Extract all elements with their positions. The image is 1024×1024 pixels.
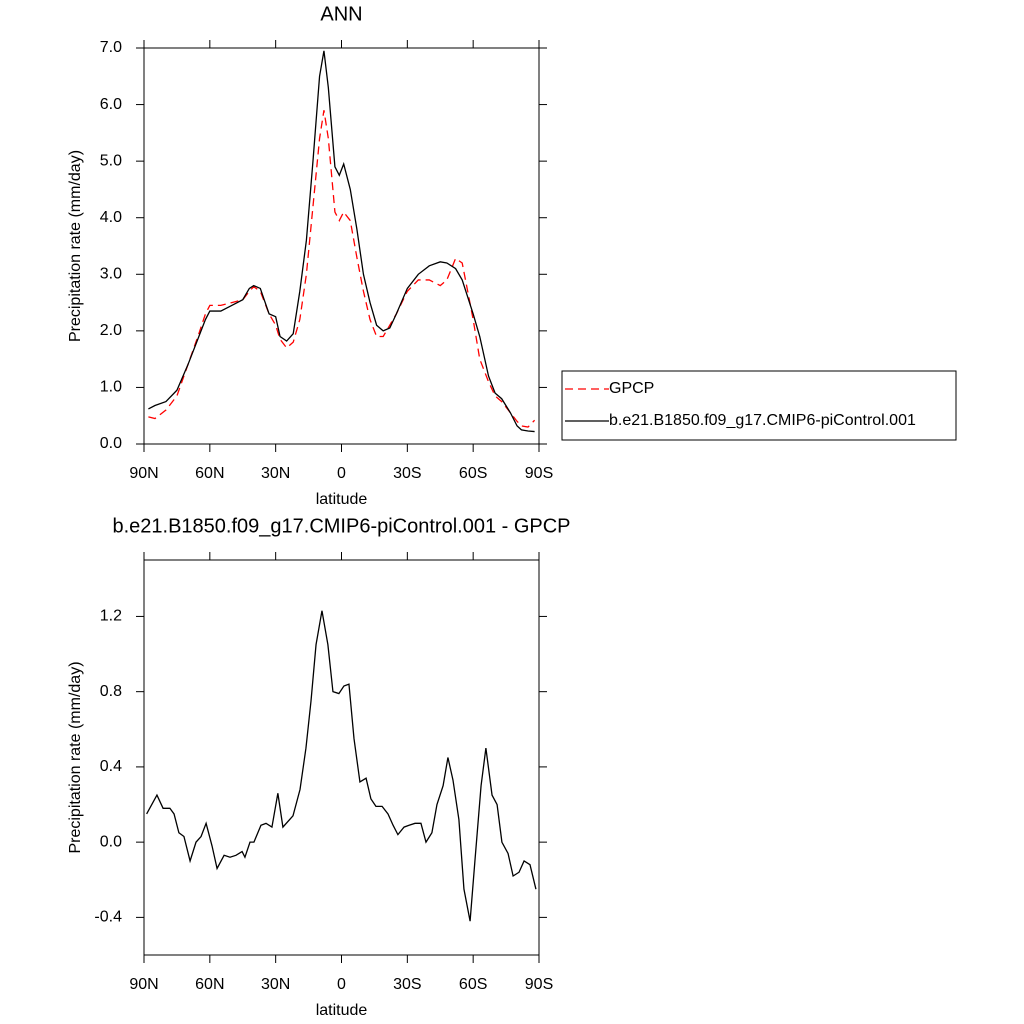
data-line <box>146 610 537 922</box>
x-tick-label: 60N <box>195 465 224 482</box>
y-tick-label: 2.0 <box>100 322 122 339</box>
x-tick-label: 60N <box>195 976 224 993</box>
x-tick-label: 30S <box>393 976 421 993</box>
data-line <box>148 50 535 433</box>
y-tick-label: 4.0 <box>100 209 122 226</box>
y-tick-label: 1.0 <box>100 379 122 396</box>
legend-label: b.e21.B1850.f09_g17.CMIP6-piControl.001 <box>609 412 916 429</box>
legend-box <box>561 370 957 441</box>
y-axis-label: Precipitation rate (mm/day) <box>67 150 84 342</box>
legend-label: GPCP <box>609 380 654 397</box>
x-tick-label: 60S <box>459 465 487 482</box>
y-tick-label: 6.0 <box>100 96 122 113</box>
y-tick-label: 1.2 <box>100 608 122 625</box>
y-tick-label: 5.0 <box>100 152 122 169</box>
x-tick-label: 30N <box>261 976 290 993</box>
x-tick-label: 30N <box>261 465 290 482</box>
plot-frame <box>143 47 540 445</box>
y-tick-label: 3.0 <box>100 266 122 283</box>
x-tick-label: 90S <box>525 465 553 482</box>
y-tick-label: 0.4 <box>100 758 122 775</box>
x-tick-label: 90N <box>129 465 158 482</box>
chart-title: b.e21.B1850.f09_g17.CMIP6-piControl.001 … <box>112 515 570 537</box>
y-tick-label: 0.0 <box>100 435 122 452</box>
x-tick-label: 30S <box>393 465 421 482</box>
y-tick-label: 0.8 <box>100 683 122 700</box>
data-line <box>148 110 536 428</box>
y-axis-label: Precipitation rate (mm/day) <box>67 661 84 853</box>
plot-frame <box>143 559 540 956</box>
x-tick-label: 0 <box>337 976 346 993</box>
y-tick-label: 7.0 <box>100 39 122 56</box>
x-tick-label: 0 <box>337 465 346 482</box>
x-tick-label: 90S <box>525 976 553 993</box>
chart-title: ANN <box>320 3 362 25</box>
x-axis-label: latitude <box>316 491 368 508</box>
x-tick-label: 90N <box>129 976 158 993</box>
x-tick-label: 60S <box>459 976 487 993</box>
y-tick-label: -0.4 <box>94 909 122 926</box>
y-tick-label: 0.0 <box>100 833 122 850</box>
x-axis-label: latitude <box>316 1002 368 1019</box>
